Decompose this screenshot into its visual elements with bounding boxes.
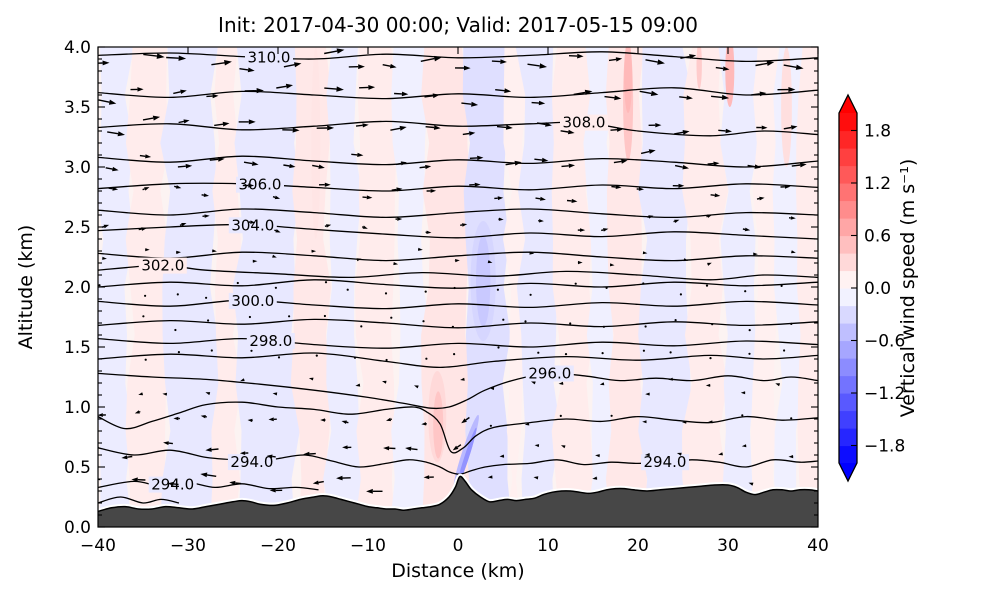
colorbar-label: Vertical wind speed (m s⁻¹)	[897, 158, 919, 418]
svg-text:−1.2: −1.2	[864, 384, 905, 404]
svg-text:30: 30	[717, 536, 739, 556]
terrain	[98, 473, 818, 527]
svg-text:−30: −30	[170, 536, 206, 556]
y-axis-label: Altitude (km)	[15, 224, 37, 350]
svg-text:10: 10	[537, 536, 559, 556]
svg-text:2.5: 2.5	[64, 218, 91, 238]
svg-text:1.0: 1.0	[64, 398, 91, 418]
svg-text:294.0: 294.0	[644, 453, 687, 471]
tick-labels: −40 −30 −20 −10 0 10 20 30 40 0.0 0.5 1.0 1.5 2.0 2.5 3…	[64, 38, 829, 556]
colorbar: 1.8 1.2 0.6 0.0 −0.6 −1.2 −1.8	[838, 93, 905, 483]
svg-text:−10: −10	[350, 536, 386, 556]
svg-text:0.0: 0.0	[864, 279, 891, 299]
svg-text:40: 40	[807, 536, 829, 556]
svg-text:4.0: 4.0	[64, 38, 91, 58]
svg-text:1.5: 1.5	[64, 338, 91, 358]
x-axis-label: Distance (km)	[391, 560, 525, 582]
svg-text:294.0: 294.0	[230, 453, 273, 471]
svg-text:3.5: 3.5	[64, 98, 91, 118]
svg-text:−1.8: −1.8	[864, 437, 905, 457]
svg-text:304.0: 304.0	[231, 216, 274, 234]
contour-lines	[98, 51, 818, 504]
svg-text:298.0: 298.0	[249, 332, 292, 350]
svg-text:306.0: 306.0	[239, 176, 282, 194]
svg-text:0.6: 0.6	[864, 227, 891, 247]
svg-text:0.0: 0.0	[64, 518, 91, 538]
axes-frame	[97, 46, 819, 528]
svg-text:300.0: 300.0	[231, 292, 274, 310]
wind-quiver	[98, 48, 807, 494]
svg-text:310.0: 310.0	[248, 49, 291, 67]
svg-text:−20: −20	[260, 536, 296, 556]
svg-text:296.0: 296.0	[528, 365, 571, 383]
plot-title: Init: 2017-04-30 00:00; Valid: 2017-05-1…	[218, 13, 698, 37]
svg-text:302.0: 302.0	[141, 257, 184, 275]
vertical-wind-shading	[98, 47, 818, 527]
svg-text:1.2: 1.2	[864, 174, 891, 194]
svg-text:−40: −40	[80, 536, 116, 556]
svg-text:20: 20	[627, 536, 649, 556]
svg-text:3.0: 3.0	[64, 158, 91, 178]
svg-text:0.5: 0.5	[64, 458, 91, 478]
svg-text:1.8: 1.8	[864, 122, 891, 142]
svg-text:2.0: 2.0	[64, 278, 91, 298]
contour-labels: 310.0 308.0 306.0 304.0 302.0 300.0 298.0 296.0…	[138, 49, 689, 494]
svg-text:−0.6: −0.6	[864, 332, 905, 352]
svg-text:308.0: 308.0	[563, 114, 606, 132]
svg-text:0: 0	[453, 536, 464, 556]
